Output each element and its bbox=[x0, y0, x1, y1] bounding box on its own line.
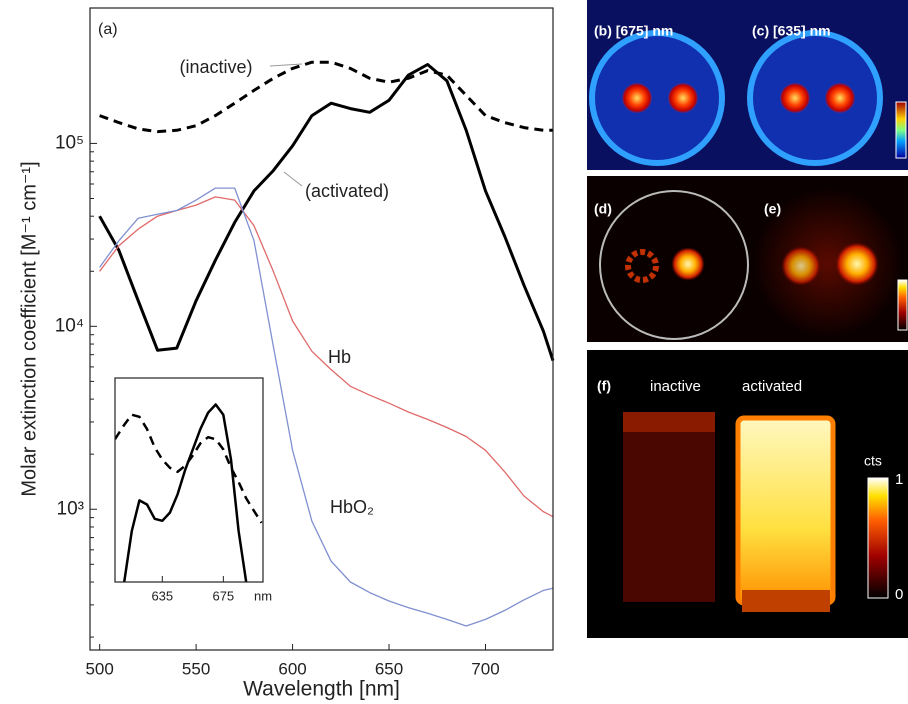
panel-label: (d) bbox=[594, 201, 612, 217]
spot bbox=[622, 83, 652, 113]
spot bbox=[780, 83, 810, 113]
x-tick-label: 650 bbox=[375, 659, 403, 678]
plot bbox=[115, 378, 263, 582]
series-label: HbO₂ bbox=[330, 497, 374, 517]
series-label: (inactive) bbox=[179, 57, 252, 77]
y-tick-label: 10⁴ bbox=[55, 315, 84, 336]
x-tick-label: 700 bbox=[471, 659, 499, 678]
panel-de: (d) (e) bbox=[587, 176, 908, 342]
colorbar-max: 1 bbox=[895, 471, 903, 488]
panel-label: (c) [635] nm bbox=[752, 23, 831, 39]
panel-bc: (b) [675] nm (c) [635] nm bbox=[587, 0, 908, 170]
meniscus bbox=[623, 412, 715, 432]
colorbar bbox=[868, 478, 888, 598]
colorbar bbox=[896, 102, 906, 158]
series-label: Hb bbox=[328, 347, 351, 367]
panel-f: (f) inactive activated cts 1 0 bbox=[587, 350, 908, 638]
y-tick-label: 10⁵ bbox=[55, 132, 84, 153]
x-axis-label: nm bbox=[254, 588, 272, 603]
panel-label: (e) bbox=[764, 201, 781, 217]
x-tick-label: 550 bbox=[182, 659, 210, 678]
x-tick-label: 635 bbox=[151, 588, 173, 603]
cuvette-label: activated bbox=[742, 378, 802, 395]
series-label: (activated) bbox=[305, 181, 389, 201]
panel-label: (b) [675] nm bbox=[594, 23, 673, 39]
cuvette-label: inactive bbox=[650, 378, 701, 395]
x-axis-label: Wavelength [nm] bbox=[243, 678, 400, 701]
spot bbox=[668, 83, 698, 113]
y-tick-label: 10³ bbox=[57, 498, 84, 519]
spot bbox=[825, 83, 855, 113]
spot bbox=[835, 242, 879, 286]
cuvette-activated bbox=[738, 418, 833, 603]
colorbar bbox=[898, 280, 907, 330]
phantom-c bbox=[750, 33, 880, 163]
cuvette-inactive bbox=[623, 412, 715, 602]
panel-label: (f) bbox=[597, 378, 611, 394]
figure: (b) [675] nm (c) [635] nm (d) (e) (f) in… bbox=[0, 0, 908, 704]
x-tick-label: 500 bbox=[85, 659, 113, 678]
cuvette-base bbox=[742, 590, 830, 612]
panel-label: (a) bbox=[98, 21, 118, 38]
spot bbox=[671, 247, 705, 281]
colorbar-min: 0 bbox=[895, 586, 903, 603]
spot bbox=[781, 246, 821, 286]
series-line bbox=[100, 62, 553, 131]
phantom-b bbox=[592, 33, 722, 163]
leader bbox=[284, 172, 302, 186]
colorbar-title: cts bbox=[864, 453, 882, 469]
x-tick-label: 675 bbox=[212, 588, 234, 603]
y-axis-label: Molar extinction coefficient [M⁻¹ cm⁻¹] bbox=[18, 161, 40, 496]
x-tick-label: 600 bbox=[278, 659, 306, 678]
